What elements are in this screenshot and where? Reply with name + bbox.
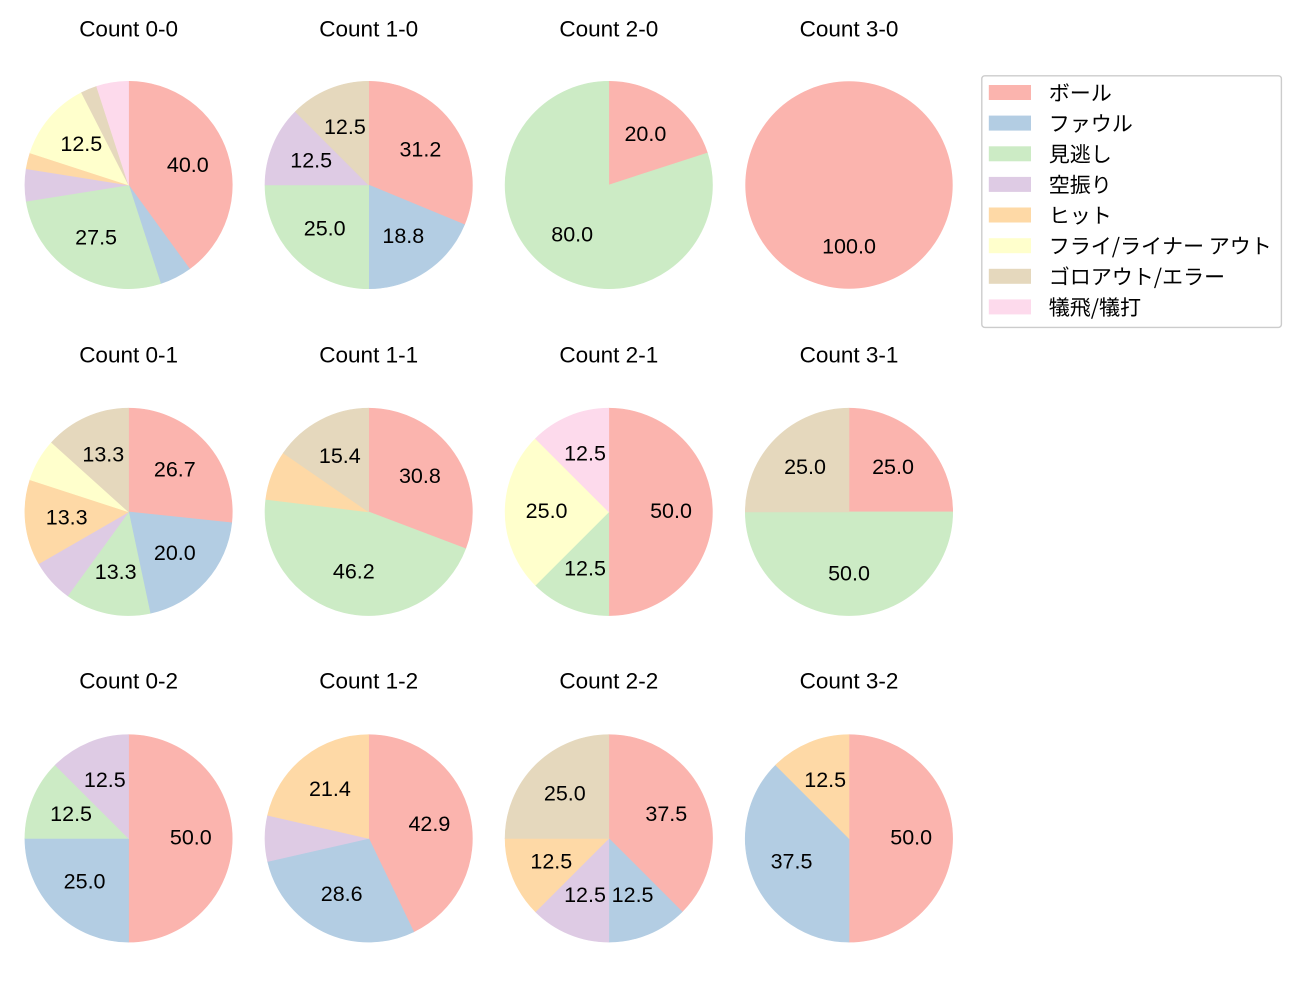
svg-text:Count 2-0: Count 2-0 xyxy=(559,17,658,42)
svg-text:25.0: 25.0 xyxy=(872,455,914,479)
svg-text:25.0: 25.0 xyxy=(526,499,568,523)
svg-text:Count 3-1: Count 3-1 xyxy=(800,343,899,368)
svg-text:100.0: 100.0 xyxy=(822,235,876,259)
svg-text:20.0: 20.0 xyxy=(154,541,196,565)
svg-text:Count 3-2: Count 3-2 xyxy=(800,669,899,694)
svg-text:12.5: 12.5 xyxy=(60,132,102,156)
svg-text:12.5: 12.5 xyxy=(290,149,332,173)
svg-text:12.5: 12.5 xyxy=(564,442,606,466)
svg-text:Count 0-2: Count 0-2 xyxy=(79,669,178,694)
svg-text:Count 0-1: Count 0-1 xyxy=(79,343,178,368)
svg-text:Count 1-0: Count 1-0 xyxy=(319,17,418,42)
svg-text:25.0: 25.0 xyxy=(64,870,106,894)
svg-text:50.0: 50.0 xyxy=(650,499,692,523)
svg-text:28.6: 28.6 xyxy=(321,882,363,906)
svg-text:42.9: 42.9 xyxy=(408,812,450,836)
svg-text:25.0: 25.0 xyxy=(784,455,826,479)
svg-text:50.0: 50.0 xyxy=(170,826,212,850)
svg-text:12.5: 12.5 xyxy=(612,883,654,907)
svg-text:12.5: 12.5 xyxy=(530,850,572,874)
svg-text:13.3: 13.3 xyxy=(82,442,124,466)
svg-text:Count 0-0: Count 0-0 xyxy=(79,17,178,42)
svg-text:12.5: 12.5 xyxy=(804,768,846,792)
svg-text:12.5: 12.5 xyxy=(564,883,606,907)
svg-text:Count 2-1: Count 2-1 xyxy=(559,343,658,368)
svg-text:37.5: 37.5 xyxy=(645,802,687,826)
svg-text:Count 2-2: Count 2-2 xyxy=(559,669,658,694)
svg-text:Count 1-2: Count 1-2 xyxy=(319,669,418,694)
svg-text:80.0: 80.0 xyxy=(551,223,593,247)
svg-text:27.5: 27.5 xyxy=(75,225,117,249)
svg-text:13.3: 13.3 xyxy=(46,506,88,530)
svg-text:Count 3-0: Count 3-0 xyxy=(800,17,899,42)
svg-text:31.2: 31.2 xyxy=(399,138,441,162)
svg-text:46.2: 46.2 xyxy=(333,560,375,584)
svg-text:26.7: 26.7 xyxy=(154,458,196,482)
svg-text:50.0: 50.0 xyxy=(828,561,870,585)
svg-text:12.5: 12.5 xyxy=(324,115,366,139)
svg-text:40.0: 40.0 xyxy=(167,153,209,177)
svg-text:25.0: 25.0 xyxy=(544,782,586,806)
svg-text:13.3: 13.3 xyxy=(95,560,137,584)
svg-text:Count 1-1: Count 1-1 xyxy=(319,343,418,368)
svg-text:18.8: 18.8 xyxy=(382,224,424,248)
svg-text:30.8: 30.8 xyxy=(399,464,441,488)
svg-text:25.0: 25.0 xyxy=(304,216,346,240)
svg-text:20.0: 20.0 xyxy=(624,122,666,146)
svg-text:21.4: 21.4 xyxy=(309,777,351,801)
svg-text:12.5: 12.5 xyxy=(84,768,126,792)
svg-text:12.5: 12.5 xyxy=(50,802,92,826)
svg-text:37.5: 37.5 xyxy=(771,850,813,874)
svg-text:50.0: 50.0 xyxy=(890,826,932,850)
svg-text:15.4: 15.4 xyxy=(319,444,361,468)
svg-text:12.5: 12.5 xyxy=(564,557,606,581)
